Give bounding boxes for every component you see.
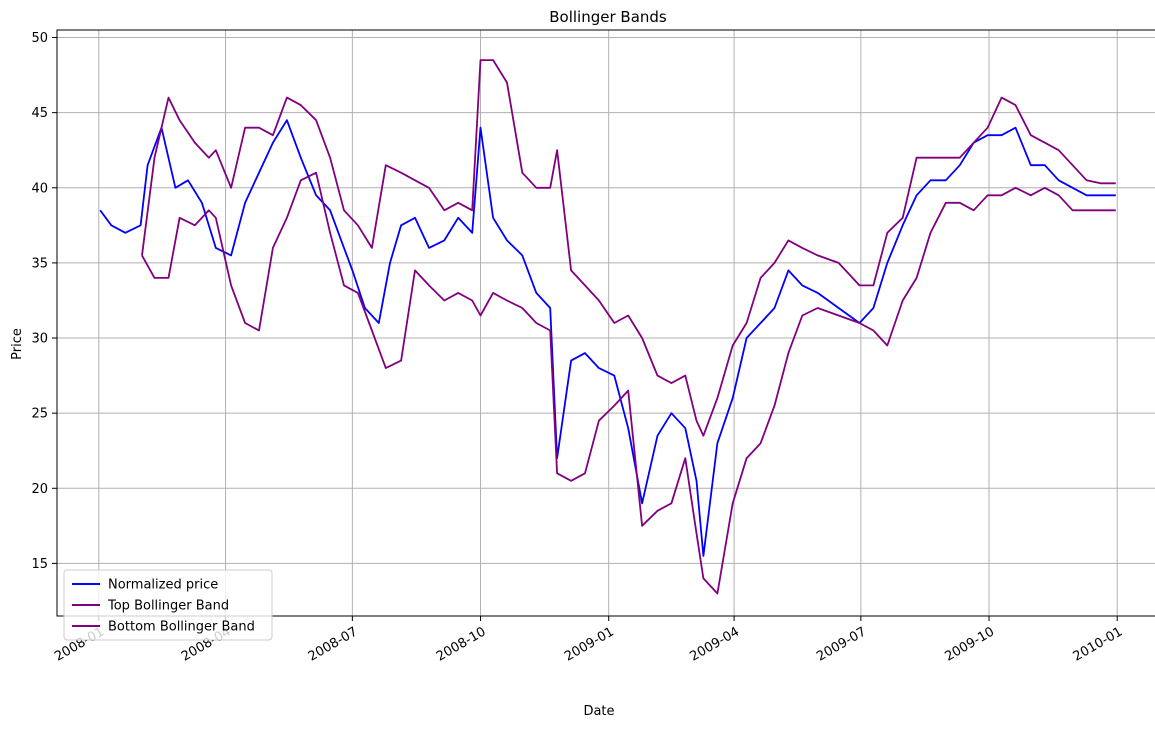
series-group (99, 59, 1116, 595)
x-tick-label: 2009-07 (814, 624, 869, 664)
plot-frame (56, 29, 1155, 617)
grid (57, 30, 1155, 616)
legend: Normalized price Top Bollinger Band Bottom… (63, 569, 273, 641)
y-tick-label: 25 (31, 407, 48, 422)
y-axis: 15 20 25 30 35 40 45 50 (31, 31, 57, 572)
chart-title: Bollinger Bands (549, 8, 667, 26)
series-line-bottom-band (141, 171, 1116, 595)
y-tick-label: 30 (31, 332, 48, 347)
legend-label-top-band: Top Bollinger Band (107, 599, 229, 614)
x-tick-label: 2010-01 (1071, 624, 1126, 664)
x-tick-label: 2009-01 (562, 624, 617, 664)
series-line-top-band (141, 59, 1116, 437)
x-tick-label: 2009-04 (688, 624, 743, 664)
series-line-price (99, 119, 1116, 557)
y-tick-label: 50 (31, 31, 48, 46)
x-tick-label: 2008-10 (434, 624, 489, 664)
y-tick-label: 35 (31, 256, 48, 271)
y-tick-label: 20 (31, 482, 48, 497)
y-tick-label: 40 (31, 181, 48, 196)
legend-label-bottom-band: Bottom Bollinger Band (108, 620, 255, 635)
x-tick-label: 2009-10 (942, 624, 997, 664)
legend-label-price: Normalized price (108, 578, 218, 593)
y-tick-label: 15 (31, 557, 48, 572)
y-axis-label: Price (10, 328, 25, 360)
x-axis-label: Date (583, 704, 614, 719)
legend-box (63, 569, 273, 641)
y-tick-label: 45 (31, 106, 48, 121)
x-tick-label: 2008-07 (306, 624, 361, 664)
